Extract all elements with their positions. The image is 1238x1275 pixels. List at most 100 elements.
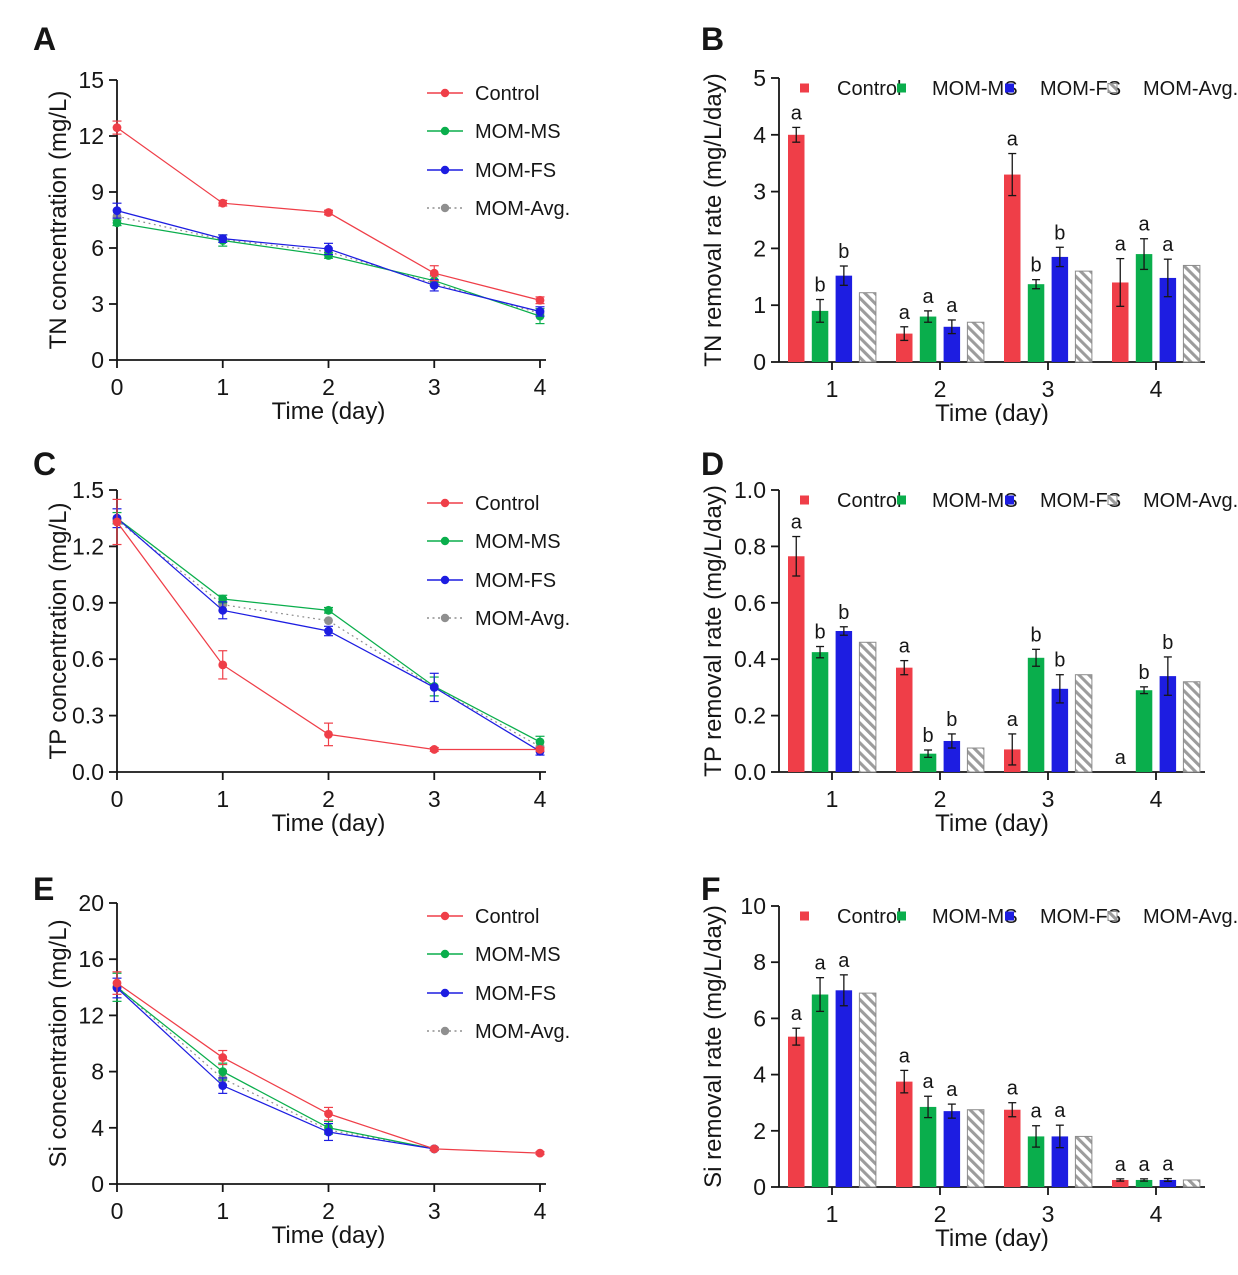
- y-tick-label: 6: [753, 1005, 766, 1031]
- bar: [896, 333, 913, 362]
- x-axis-title: Time (day): [935, 1225, 1049, 1252]
- tp-concentration-line-chart: 0.0 0.3 0.6 0.9 1.2 1.5TP concentration (mg/L…: [33, 446, 570, 837]
- x-tick-label: 2: [322, 786, 335, 812]
- bar: [1159, 277, 1177, 362]
- significance-letter: a: [1054, 1100, 1066, 1122]
- bar: [1027, 657, 1045, 772]
- y-axis-title: Si concentration (mg/L): [45, 919, 72, 1167]
- y-tick-label: 3: [753, 179, 766, 205]
- bar: [896, 1081, 913, 1187]
- data-point: [429, 745, 439, 754]
- legend-marker-icon: [440, 536, 450, 546]
- x-tick-label: 3: [1042, 376, 1055, 402]
- significance-letter: b: [1138, 662, 1149, 684]
- legend-marker-icon: [440, 911, 450, 921]
- series-mom-ms: b a b a: [811, 214, 1153, 362]
- bar: [1051, 688, 1069, 772]
- legend-marker-icon: [897, 83, 906, 93]
- data-point: [324, 1109, 333, 1119]
- panel-f: 0 2 4 6 8 10 Si removal rate (mg/L/day) 1 2 3 4 Tim…: [619, 850, 1238, 1275]
- y-axis-title: TN removal rate (mg/L/day): [700, 73, 727, 366]
- data-point: [218, 594, 228, 604]
- significance-letter: b: [1054, 222, 1065, 244]
- series-mom-avg-: [858, 641, 1201, 773]
- significance-letter: a: [922, 286, 934, 308]
- bar: [1074, 674, 1093, 773]
- legend-label: MOM-MS: [475, 944, 561, 966]
- data-point: [218, 234, 228, 244]
- y-axis-title: TP removal rate (mg/L/day): [700, 485, 727, 777]
- series-mom-ms: [112, 218, 545, 325]
- y-tick-label: 12: [78, 123, 104, 149]
- legend-label: MOM-FS: [475, 983, 556, 1005]
- series-control: [112, 498, 545, 754]
- y-tick-label: 0: [91, 347, 104, 373]
- legend-label: MOM-FS: [475, 160, 556, 182]
- data-point: [429, 1144, 439, 1154]
- legend: Control MOM-MS MOM-FS MOM-Avg.: [800, 78, 1238, 100]
- data-point: [112, 206, 122, 216]
- y-tick-label: 1.0: [734, 477, 766, 503]
- bar: [966, 1109, 985, 1188]
- y-tick-label: 12: [78, 1002, 104, 1028]
- significance-letter: b: [1162, 632, 1173, 654]
- significance-letter: b: [1054, 650, 1065, 672]
- x-tick-label: 3: [428, 1198, 441, 1224]
- significance-letter: a: [791, 512, 803, 534]
- data-point: [324, 251, 333, 260]
- data-point: [429, 683, 439, 692]
- x-tick-label: 3: [428, 374, 441, 400]
- significance-letter: a: [1115, 1154, 1127, 1176]
- bar: [943, 1111, 961, 1187]
- tp-removal-rate-bar-chart: 0.0 0.2 0.4 0.6 0.8 1.0 TP removal rate (mg/L/…: [700, 446, 1238, 837]
- significance-letter: a: [1115, 747, 1127, 769]
- legend-marker-icon: [440, 203, 450, 213]
- x-tick-label: 4: [1150, 786, 1163, 812]
- y-tick-label: 16: [78, 946, 104, 972]
- y-axis-title: Si removal rate (mg/L/day): [700, 905, 727, 1188]
- x-tick-label: 2: [934, 376, 947, 402]
- legend-marker-icon: [897, 495, 906, 505]
- legend-label: Control: [475, 83, 539, 105]
- panel-c: 0.0 0.3 0.6 0.9 1.2 1.5 TP concentration (mg/L…: [0, 425, 619, 850]
- data-point: [218, 1053, 228, 1062]
- series-mom-avg-: [858, 264, 1201, 363]
- y-tick-label: 2: [753, 1118, 766, 1144]
- data-point: [535, 307, 545, 316]
- y-tick-label: 4: [753, 1062, 766, 1088]
- bar: [1182, 681, 1201, 773]
- bar: [1004, 174, 1021, 362]
- y-tick-label: 0: [753, 349, 766, 375]
- legend-marker-icon: [800, 911, 809, 921]
- y-tick-label: 0.3: [72, 703, 104, 729]
- data-point: [112, 123, 122, 132]
- legend-marker-icon: [1005, 495, 1014, 505]
- legend-label: Control: [475, 906, 539, 928]
- y-tick-label: 0.6: [72, 646, 104, 672]
- legend-marker-icon: [440, 1026, 450, 1036]
- y-axis-title: TN concentration (mg/L): [45, 91, 72, 350]
- legend-marker-icon: [440, 613, 450, 623]
- y-tick-label: 4: [91, 1115, 104, 1141]
- significance-letter: b: [1030, 255, 1041, 277]
- legend-marker-icon: [440, 126, 450, 136]
- legend-label: MOM-Avg.: [475, 198, 570, 220]
- legend-marker-icon: [440, 575, 450, 585]
- bar: [1051, 256, 1069, 362]
- data-point: [218, 1067, 228, 1076]
- y-tick-label: 15: [78, 67, 104, 93]
- bar: [943, 326, 961, 362]
- y-tick-label: 0: [753, 1174, 766, 1200]
- y-tick-label: 10: [740, 893, 766, 919]
- y-tick-label: 5: [753, 65, 766, 91]
- legend-marker-icon: [1005, 83, 1014, 93]
- bar: [1135, 254, 1153, 362]
- legend-marker-icon: [440, 88, 450, 98]
- panel-a: 0 3 6 9 12 15 TN concentration (mg/L) 0 1 2 3 4 Time…: [0, 0, 619, 425]
- y-tick-label: 8: [91, 1059, 104, 1085]
- legend-marker-icon: [440, 498, 450, 508]
- data-point: [535, 295, 545, 305]
- bar: [1159, 676, 1177, 772]
